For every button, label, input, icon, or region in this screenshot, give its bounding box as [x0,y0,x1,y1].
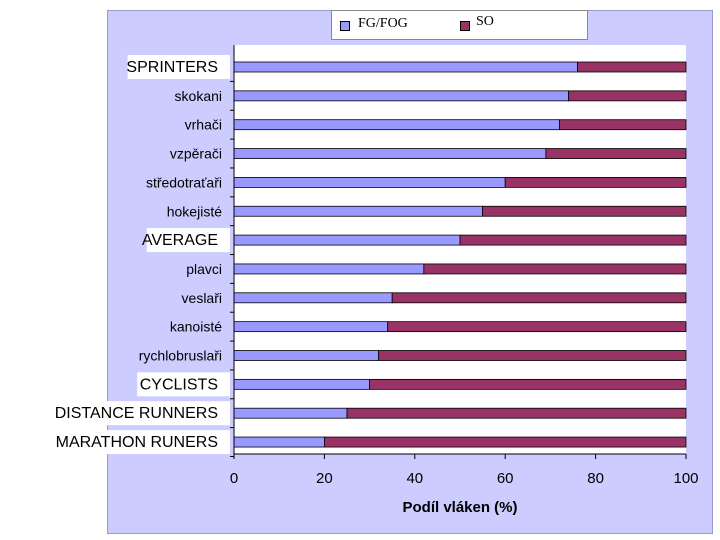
bar-so-rychlobrusla-i [378,350,687,361]
bar-fg-fog-plavci [233,263,425,275]
bar-so-st-edotra-a-i [504,176,687,188]
bar-fg-fog-skokani [233,90,569,102]
bar-so-vrha-i [559,119,687,131]
bar-so-marathon-runers [323,436,687,448]
bar-so-vzp-ra-i [545,148,687,159]
bar-fg-fog-hokejist- [233,205,484,217]
category-label-vzp-ra-i: vzpěrači [170,146,222,162]
category-label-vesla-i: veslaři [182,290,222,306]
bar-so-cyclists [369,378,687,390]
category-label-rychlobrusla-i: rychlobruslaři [139,348,222,364]
bar-fg-fog-vzp-ra-i [233,148,547,159]
x-tick-label-40: 40 [406,470,423,487]
x-tick-label-0: 0 [230,470,238,487]
legend-swatch-so [460,21,470,31]
bar-fg-fog-st-edotra-a-i [233,176,506,188]
category-label-st-edotra-a-i: středotraťaři [146,174,222,190]
x-tick-label-20: 20 [316,470,333,487]
category-label-distance-runners: DISTANCE RUNNERS [55,405,218,422]
bar-so-sprinters [577,61,687,73]
bar-fg-fog-average [233,234,461,246]
category-label-bg-sprinters [127,55,230,79]
x-axis-title: Podíl vláken (%) [402,499,517,516]
category-label-bg-marathon-runers [70,430,230,455]
bar-fg-fog-vrha-i [233,119,560,131]
x-tick-label-60: 60 [497,470,514,487]
bar-fg-fog-kanoist- [233,321,389,333]
x-tick-label-80: 80 [587,470,604,487]
category-label-bg-distance-runners [60,401,231,426]
bar-fg-fog-sprinters [233,61,578,73]
bar-fg-fog-distance-runners [233,407,348,419]
bar-so-plavci [423,263,687,275]
bar-so-hokejist- [482,205,687,217]
bar-so-average [459,234,687,246]
plot-area [234,45,686,454]
x-tick-label-100: 100 [673,470,698,487]
bar-so-vesla-i [391,292,687,304]
legend: FG/FOG SO [331,10,588,40]
bar-so-kanoist- [387,321,687,333]
category-label-cyclists: CYCLISTS [140,376,218,393]
bar-fg-fog-marathon-runers [233,436,325,448]
bar-fg-fog-vesla-i [233,292,393,304]
category-label-marathon-runers: MARATHON RUNERS [56,434,218,451]
bar-so-skokani [568,90,687,102]
category-label-bg-cyclists [137,372,230,397]
category-label-plavci: plavci [186,261,222,277]
category-label-bg-average [146,228,230,253]
legend-swatch-fg [340,21,350,31]
legend-label-so: SO [476,14,494,29]
category-label-skokani: skokani [175,88,222,104]
category-label-sprinters: SPRINTERS [126,59,218,76]
bar-fg-fog-cyclists [233,378,371,390]
category-label-kanoist-: kanoisté [170,319,222,335]
category-label-average: AVERAGE [142,232,218,249]
bar-fg-fog-rychlobrusla-i [233,350,380,361]
category-label-hokejist-: hokejisté [167,203,222,219]
legend-label-fg: FG/FOG [358,16,408,31]
category-label-vrha-i: vrhači [185,117,222,133]
bar-so-distance-runners [346,407,687,419]
